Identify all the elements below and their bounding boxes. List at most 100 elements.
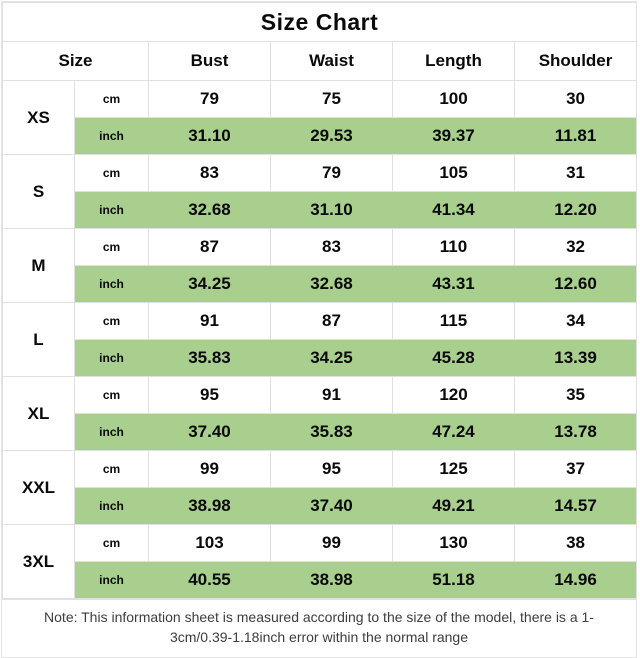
table-row: inch 34.25 32.68 43.31 12.60 [3,265,638,303]
value-cell: 11.81 [513,117,638,155]
size-label: S [2,154,75,229]
unit-label-inch: inch [74,487,149,525]
size-label: L [2,302,75,377]
value-cell: 34 [513,302,638,340]
table-row: XXL cm 99 95 125 37 [2,450,638,525]
size-label: XL [2,376,75,451]
column-header-shoulder: Shoulder [513,41,638,81]
value-cell: 83 [270,228,393,266]
value-cell: 83 [148,154,271,192]
table-row: inch 38.98 37.40 49.21 14.57 [3,487,638,525]
unit-label-inch: inch [74,413,149,451]
value-cell: 39.37 [392,117,515,155]
value-cell: 100 [392,80,515,118]
value-cell: 14.57 [513,487,638,525]
value-cell: 38.98 [270,561,393,599]
value-cell: 38.98 [148,487,271,525]
size-label: M [2,228,75,303]
value-cell: 49.21 [392,487,515,525]
value-cell: 40.55 [148,561,271,599]
value-cell: 47.24 [392,413,515,451]
page-title: Size Chart [1,2,638,42]
value-cell: 31 [513,154,638,192]
unit-label-inch: inch [74,191,149,229]
value-cell: 31.10 [148,117,271,155]
value-cell: 43.31 [392,265,515,303]
value-cell: 35 [513,376,638,414]
table-row: S cm 83 79 105 31 [2,154,638,229]
value-cell: 29.53 [270,117,393,155]
table-row: L cm 91 87 115 34 [2,302,638,377]
unit-label-cm: cm [74,524,149,562]
value-cell: 110 [392,228,515,266]
table-row: inch 40.55 38.98 51.18 14.96 [3,561,638,599]
value-cell: 12.60 [513,265,638,303]
value-cell: 38 [513,524,638,562]
value-cell: 13.78 [513,413,638,451]
value-cell: 87 [148,228,271,266]
value-cell: 75 [270,80,393,118]
size-chart-table: Size Chart Size Bust Waist Length Should… [1,2,638,599]
value-cell: 12.20 [513,191,638,229]
value-cell: 37 [513,450,638,488]
value-cell: 115 [392,302,515,340]
value-cell: 103 [148,524,271,562]
column-header-waist: Waist [270,41,393,81]
value-cell: 30 [513,80,638,118]
value-cell: 105 [392,154,515,192]
value-cell: 95 [270,450,393,488]
unit-label-cm: cm [74,302,149,340]
value-cell: 120 [392,376,515,414]
value-cell: 13.39 [513,339,638,377]
value-cell: 99 [148,450,271,488]
unit-label-inch: inch [74,561,149,599]
size-label: XXL [2,450,75,525]
value-cell: 91 [270,376,393,414]
value-cell: 35.83 [148,339,271,377]
value-cell: 79 [148,80,271,118]
value-cell: 79 [270,154,393,192]
value-cell: 95 [148,376,271,414]
unit-label-cm: cm [74,228,149,266]
unit-label-inch: inch [74,117,149,155]
table-row: XS cm 79 75 100 30 [2,80,638,155]
table-row: M cm 87 83 110 32 [2,228,638,303]
table-row: XL cm 95 91 120 35 [2,376,638,451]
unit-label-inch: inch [74,265,149,303]
table-row: Size Chart [1,2,638,42]
value-cell: 87 [270,302,393,340]
table-row: inch 37.40 35.83 47.24 13.78 [3,413,638,451]
value-cell: 45.28 [392,339,515,377]
value-cell: 32 [513,228,638,266]
value-cell: 35.83 [270,413,393,451]
table-row: 3XL cm 103 99 130 38 [2,524,638,599]
value-cell: 34.25 [148,265,271,303]
unit-label-cm: cm [74,376,149,414]
size-label: 3XL [2,524,75,599]
unit-label-cm: cm [74,80,149,118]
value-cell: 32.68 [148,191,271,229]
measurement-note-text: Note: This information sheet is measured… [44,609,594,646]
table-row: inch 32.68 31.10 41.34 12.20 [3,191,638,229]
size-label: XS [2,80,75,155]
unit-label-inch: inch [74,339,149,377]
column-header-bust: Bust [148,41,271,81]
value-cell: 51.18 [392,561,515,599]
value-cell: 125 [392,450,515,488]
column-header-length: Length [392,41,515,81]
table-header-row: Size Bust Waist Length Shoulder [2,41,638,81]
unit-label-cm: cm [74,154,149,192]
value-cell: 130 [392,524,515,562]
unit-label-cm: cm [74,450,149,488]
value-cell: 99 [270,524,393,562]
value-cell: 34.25 [270,339,393,377]
value-cell: 91 [148,302,271,340]
value-cell: 41.34 [392,191,515,229]
table-row: inch 35.83 34.25 45.28 13.39 [3,339,638,377]
value-cell: 32.68 [270,265,393,303]
table-row: inch 31.10 29.53 39.37 11.81 [3,117,638,155]
value-cell: 14.96 [513,561,638,599]
value-cell: 31.10 [270,191,393,229]
value-cell: 37.40 [148,413,271,451]
